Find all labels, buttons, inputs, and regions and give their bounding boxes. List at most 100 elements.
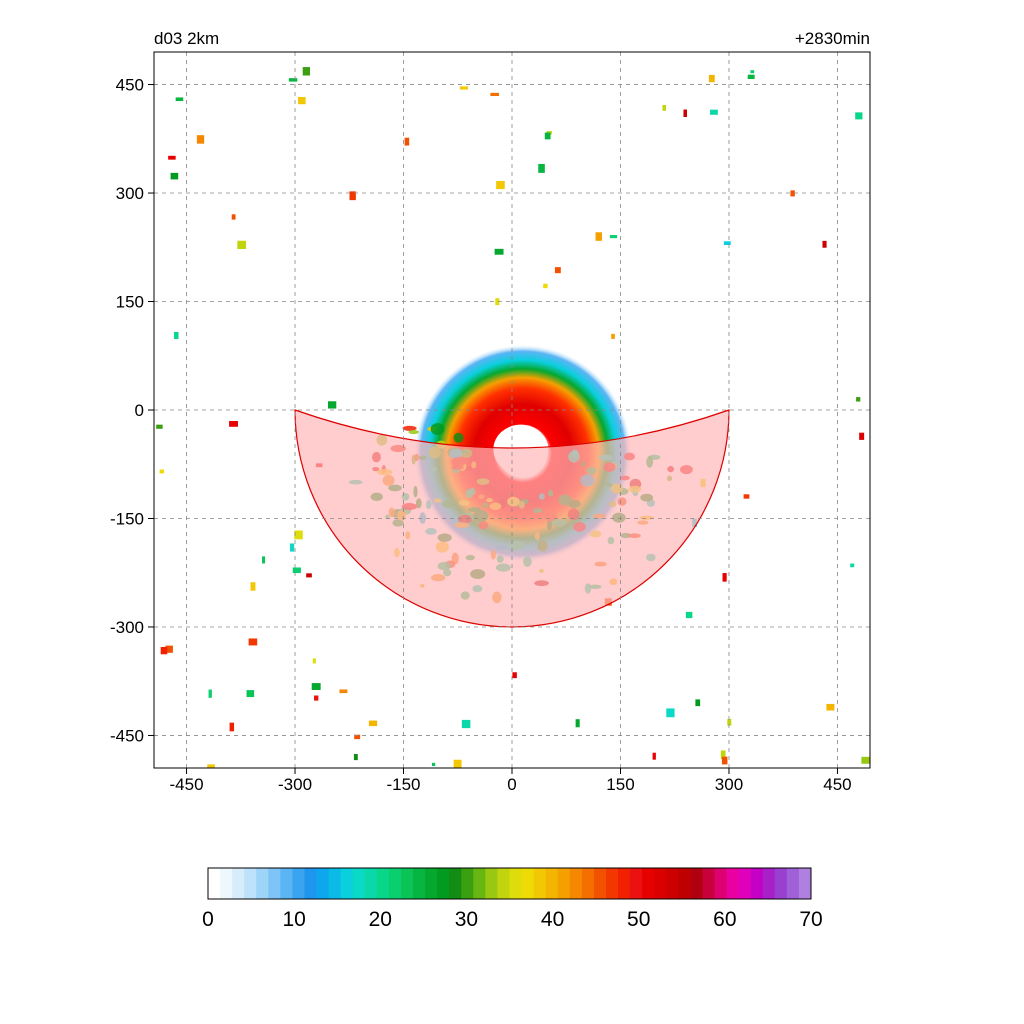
convective-cell [404, 137, 410, 146]
colorbar-swatch [449, 868, 462, 899]
y-tick-label: -300 [110, 618, 144, 637]
convective-cell [229, 420, 238, 427]
rainband-cell [408, 429, 419, 435]
colorbar-swatch [786, 868, 800, 899]
y-tick-label: 450 [116, 76, 144, 95]
x-tick-label: 450 [823, 775, 851, 794]
y-tick-label: 300 [116, 184, 144, 203]
colorbar-swatch [738, 868, 752, 899]
colorbar-swatch [714, 868, 728, 899]
colorbar-frame [207, 867, 812, 900]
convective-cell [490, 92, 499, 97]
colorbar-swatch [473, 868, 486, 899]
convective-cell [302, 67, 311, 76]
colorbar-swatch [316, 868, 330, 899]
convective-cell [159, 469, 165, 474]
convective-cell [173, 331, 179, 340]
convective-cell [554, 267, 561, 274]
colorbar-swatch [702, 868, 716, 899]
colorbar-swatch [461, 868, 474, 899]
convective-cell [727, 719, 732, 726]
colorbar-swatch [388, 868, 402, 899]
y-tick-label: -450 [110, 726, 144, 745]
colorbar-swatch [762, 868, 776, 899]
panel-right-title: +2830min [795, 29, 870, 48]
convective-cell [353, 753, 358, 761]
colorbar: 0 10 20 30 40 50 60 70 [202, 867, 823, 931]
y-tick-label: -150 [110, 509, 144, 528]
colorbar-swatch [208, 868, 221, 899]
colorbar-swatch [690, 868, 703, 899]
convective-cell [292, 567, 301, 574]
convective-cell [196, 135, 205, 144]
colorbar-tick-label: 40 [541, 908, 564, 931]
colorbar-swatch [581, 868, 595, 899]
colorbar-tick-label: 10 [282, 908, 305, 931]
colorbar-swatch [292, 868, 305, 899]
convective-cell [453, 759, 462, 768]
convective-cell [609, 235, 618, 239]
convective-cell [314, 695, 319, 701]
colorbar-swatch [618, 868, 631, 899]
convective-cell [290, 543, 295, 552]
convective-cell [168, 155, 176, 160]
convective-cell [538, 163, 545, 173]
convective-cell [165, 645, 173, 653]
colorbar-swatch [220, 868, 233, 899]
x-tick-label: -300 [278, 775, 312, 794]
convective-cell [575, 719, 580, 728]
convective-cell [722, 573, 727, 582]
convective-cell [354, 734, 361, 740]
colorbar-swatch [304, 868, 318, 899]
convective-cell [288, 78, 298, 82]
convective-cell [685, 611, 693, 619]
convective-cell [328, 401, 337, 409]
colorbar-swatch [413, 868, 426, 899]
convective-cell [859, 432, 865, 440]
convective-cell [544, 132, 551, 140]
colorbar-swatch [280, 868, 293, 899]
x-tick-label: 300 [715, 775, 743, 794]
y-tick-label: 150 [116, 293, 144, 312]
convective-cell [611, 333, 615, 339]
colorbar-swatch [750, 868, 764, 899]
colorbar-tick-label: 0 [202, 908, 214, 931]
convective-cell [160, 647, 168, 655]
convective-cell [743, 494, 750, 499]
convective-cell [543, 283, 548, 289]
convective-cell [683, 109, 687, 117]
convective-cell [207, 764, 215, 768]
colorbar-swatch [268, 868, 281, 899]
convective-cell [229, 722, 235, 732]
convective-cell [231, 214, 236, 220]
convective-cell [431, 762, 436, 767]
convective-cell [461, 719, 471, 729]
convective-cell [237, 240, 247, 250]
convective-cell [349, 191, 356, 201]
colorbar-tick-label: 50 [627, 908, 650, 931]
axis-ticks: -450 -300 -150 0 150 300 450 -450 -300 -150 0 150 30… [110, 76, 852, 794]
colorbar-swatch [400, 868, 414, 899]
convective-cell [710, 109, 718, 115]
x-tick-label: 0 [507, 775, 516, 794]
colorbar-swatch [593, 868, 607, 899]
convective-cell [459, 86, 468, 90]
colorbar-swatch [497, 868, 510, 899]
colorbar-swatch [425, 868, 438, 899]
convective-cell [747, 74, 755, 80]
convective-cell [170, 172, 179, 180]
colorbar-swatch [798, 868, 812, 899]
convective-cell [721, 756, 728, 765]
colorbar-swatch [726, 868, 740, 899]
convective-cell [339, 689, 348, 694]
colorbar-tick-label: 60 [713, 908, 736, 931]
colorbar-swatch [605, 868, 619, 899]
convective-cell [861, 756, 870, 764]
convective-cell [855, 112, 863, 120]
x-tick-label: -150 [386, 775, 420, 794]
colorbar-swatch [509, 868, 523, 899]
rainband-cell [430, 423, 445, 435]
convective-cell [652, 752, 656, 760]
colorbar-swatch [340, 868, 354, 899]
